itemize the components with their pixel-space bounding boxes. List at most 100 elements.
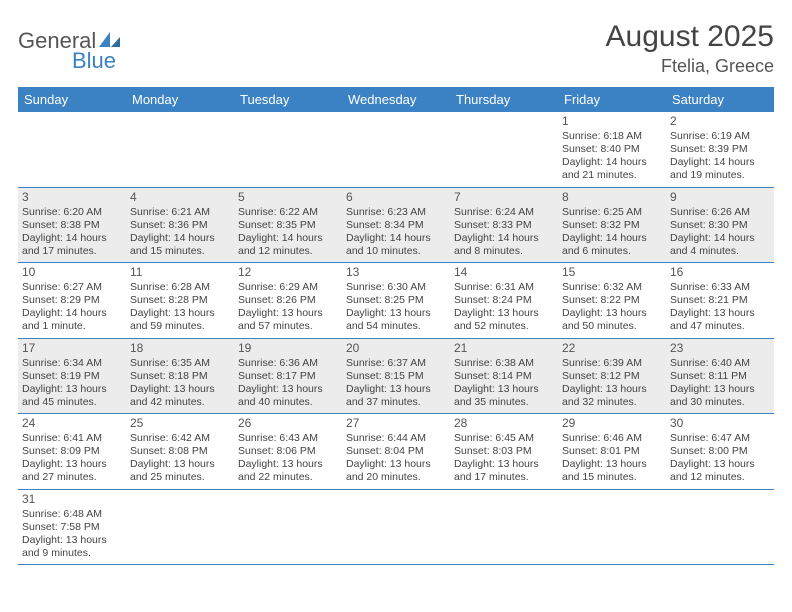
calendar-cell: 20Sunrise: 6:37 AMSunset: 8:15 PMDayligh… bbox=[342, 338, 450, 414]
sunset-text: Sunset: 8:34 PM bbox=[346, 219, 446, 232]
daylight-text: and 47 minutes. bbox=[670, 320, 770, 333]
calendar-cell: 29Sunrise: 6:46 AMSunset: 8:01 PMDayligh… bbox=[558, 414, 666, 490]
daylight-text: Daylight: 13 hours bbox=[238, 383, 338, 396]
sunrise-text: Sunrise: 6:21 AM bbox=[130, 206, 230, 219]
weekday-header: Monday bbox=[126, 87, 234, 112]
sunset-text: Sunset: 8:29 PM bbox=[22, 294, 122, 307]
daylight-text: Daylight: 13 hours bbox=[22, 383, 122, 396]
calendar-cell bbox=[126, 489, 234, 565]
day-number: 19 bbox=[238, 341, 338, 356]
daylight-text: Daylight: 13 hours bbox=[346, 307, 446, 320]
daylight-text: Daylight: 13 hours bbox=[346, 458, 446, 471]
calendar-cell: 22Sunrise: 6:39 AMSunset: 8:12 PMDayligh… bbox=[558, 338, 666, 414]
day-number: 7 bbox=[454, 190, 554, 205]
sunset-text: Sunset: 8:18 PM bbox=[130, 370, 230, 383]
daylight-text: Daylight: 14 hours bbox=[130, 232, 230, 245]
day-number: 13 bbox=[346, 265, 446, 280]
sunset-text: Sunset: 8:19 PM bbox=[22, 370, 122, 383]
daylight-text: and 9 minutes. bbox=[22, 547, 122, 560]
weekday-header: Tuesday bbox=[234, 87, 342, 112]
calendar-row: 17Sunrise: 6:34 AMSunset: 8:19 PMDayligh… bbox=[18, 338, 774, 414]
day-number: 1 bbox=[562, 114, 662, 129]
daylight-text: and 4 minutes. bbox=[670, 245, 770, 258]
day-number: 14 bbox=[454, 265, 554, 280]
daylight-text: and 10 minutes. bbox=[346, 245, 446, 258]
calendar-row: 3Sunrise: 6:20 AMSunset: 8:38 PMDaylight… bbox=[18, 187, 774, 263]
day-number: 12 bbox=[238, 265, 338, 280]
calendar-cell: 25Sunrise: 6:42 AMSunset: 8:08 PMDayligh… bbox=[126, 414, 234, 490]
sunset-text: Sunset: 8:28 PM bbox=[130, 294, 230, 307]
calendar-cell bbox=[342, 489, 450, 565]
title-block: August 2025 Ftelia, Greece bbox=[606, 20, 774, 77]
calendar-cell bbox=[18, 112, 126, 187]
day-number: 4 bbox=[130, 190, 230, 205]
sunset-text: Sunset: 8:38 PM bbox=[22, 219, 122, 232]
day-number: 9 bbox=[670, 190, 770, 205]
calendar-cell bbox=[342, 112, 450, 187]
sunset-text: Sunset: 8:32 PM bbox=[562, 219, 662, 232]
sunrise-text: Sunrise: 6:33 AM bbox=[670, 281, 770, 294]
calendar-cell: 17Sunrise: 6:34 AMSunset: 8:19 PMDayligh… bbox=[18, 338, 126, 414]
day-number: 10 bbox=[22, 265, 122, 280]
calendar-cell: 7Sunrise: 6:24 AMSunset: 8:33 PMDaylight… bbox=[450, 187, 558, 263]
sunrise-text: Sunrise: 6:45 AM bbox=[454, 432, 554, 445]
daylight-text: Daylight: 13 hours bbox=[562, 383, 662, 396]
sunrise-text: Sunrise: 6:32 AM bbox=[562, 281, 662, 294]
calendar-cell: 13Sunrise: 6:30 AMSunset: 8:25 PMDayligh… bbox=[342, 263, 450, 339]
sunset-text: Sunset: 8:21 PM bbox=[670, 294, 770, 307]
calendar-row: 24Sunrise: 6:41 AMSunset: 8:09 PMDayligh… bbox=[18, 414, 774, 490]
daylight-text: Daylight: 13 hours bbox=[130, 307, 230, 320]
daylight-text: and 35 minutes. bbox=[454, 396, 554, 409]
daylight-text: Daylight: 14 hours bbox=[454, 232, 554, 245]
daylight-text: Daylight: 14 hours bbox=[22, 232, 122, 245]
calendar-cell: 23Sunrise: 6:40 AMSunset: 8:11 PMDayligh… bbox=[666, 338, 774, 414]
day-number: 8 bbox=[562, 190, 662, 205]
sunrise-text: Sunrise: 6:34 AM bbox=[22, 357, 122, 370]
weekday-header: Thursday bbox=[450, 87, 558, 112]
calendar-cell: 15Sunrise: 6:32 AMSunset: 8:22 PMDayligh… bbox=[558, 263, 666, 339]
daylight-text: and 42 minutes. bbox=[130, 396, 230, 409]
calendar-row: 31Sunrise: 6:48 AMSunset: 7:58 PMDayligh… bbox=[18, 489, 774, 565]
daylight-text: and 52 minutes. bbox=[454, 320, 554, 333]
sunrise-text: Sunrise: 6:27 AM bbox=[22, 281, 122, 294]
day-number: 6 bbox=[346, 190, 446, 205]
sunset-text: Sunset: 8:24 PM bbox=[454, 294, 554, 307]
sunrise-text: Sunrise: 6:36 AM bbox=[238, 357, 338, 370]
calendar-cell: 5Sunrise: 6:22 AMSunset: 8:35 PMDaylight… bbox=[234, 187, 342, 263]
sunrise-text: Sunrise: 6:46 AM bbox=[562, 432, 662, 445]
calendar-cell: 19Sunrise: 6:36 AMSunset: 8:17 PMDayligh… bbox=[234, 338, 342, 414]
sunset-text: Sunset: 8:04 PM bbox=[346, 445, 446, 458]
day-number: 25 bbox=[130, 416, 230, 431]
daylight-text: Daylight: 13 hours bbox=[562, 458, 662, 471]
sunset-text: Sunset: 8:08 PM bbox=[130, 445, 230, 458]
daylight-text: Daylight: 13 hours bbox=[22, 458, 122, 471]
day-number: 22 bbox=[562, 341, 662, 356]
calendar-cell: 27Sunrise: 6:44 AMSunset: 8:04 PMDayligh… bbox=[342, 414, 450, 490]
daylight-text: and 25 minutes. bbox=[130, 471, 230, 484]
sunrise-text: Sunrise: 6:28 AM bbox=[130, 281, 230, 294]
sunset-text: Sunset: 8:22 PM bbox=[562, 294, 662, 307]
sunrise-text: Sunrise: 6:35 AM bbox=[130, 357, 230, 370]
daylight-text: and 17 minutes. bbox=[22, 245, 122, 258]
calendar-cell bbox=[450, 112, 558, 187]
day-number: 30 bbox=[670, 416, 770, 431]
sunset-text: Sunset: 7:58 PM bbox=[22, 521, 122, 534]
sunrise-text: Sunrise: 6:25 AM bbox=[562, 206, 662, 219]
sunrise-text: Sunrise: 6:44 AM bbox=[346, 432, 446, 445]
calendar-row: 10Sunrise: 6:27 AMSunset: 8:29 PM Dayligh… bbox=[18, 263, 774, 339]
daylight-text: Daylight: 13 hours bbox=[130, 458, 230, 471]
daylight-text: Daylight: 13 hours bbox=[238, 307, 338, 320]
sunset-text: Sunset: 8:00 PM bbox=[670, 445, 770, 458]
daylight-text: and 12 minutes. bbox=[238, 245, 338, 258]
calendar-cell bbox=[666, 489, 774, 565]
sunset-text: Sunset: 8:17 PM bbox=[238, 370, 338, 383]
daylight-text: and 27 minutes. bbox=[22, 471, 122, 484]
daylight-text: Daylight: 13 hours bbox=[670, 307, 770, 320]
sunset-text: Sunset: 8:25 PM bbox=[346, 294, 446, 307]
calendar-cell: 26Sunrise: 6:43 AMSunset: 8:06 PMDayligh… bbox=[234, 414, 342, 490]
daylight-text: Daylight: 14 hours bbox=[670, 156, 770, 169]
calendar-cell: 10Sunrise: 6:27 AMSunset: 8:29 PMDayligh… bbox=[18, 263, 126, 339]
daylight-text: and 12 minutes. bbox=[670, 471, 770, 484]
header: GeneralBlue August 2025 Ftelia, Greece bbox=[18, 20, 774, 77]
daylight-text: Daylight: 13 hours bbox=[454, 307, 554, 320]
